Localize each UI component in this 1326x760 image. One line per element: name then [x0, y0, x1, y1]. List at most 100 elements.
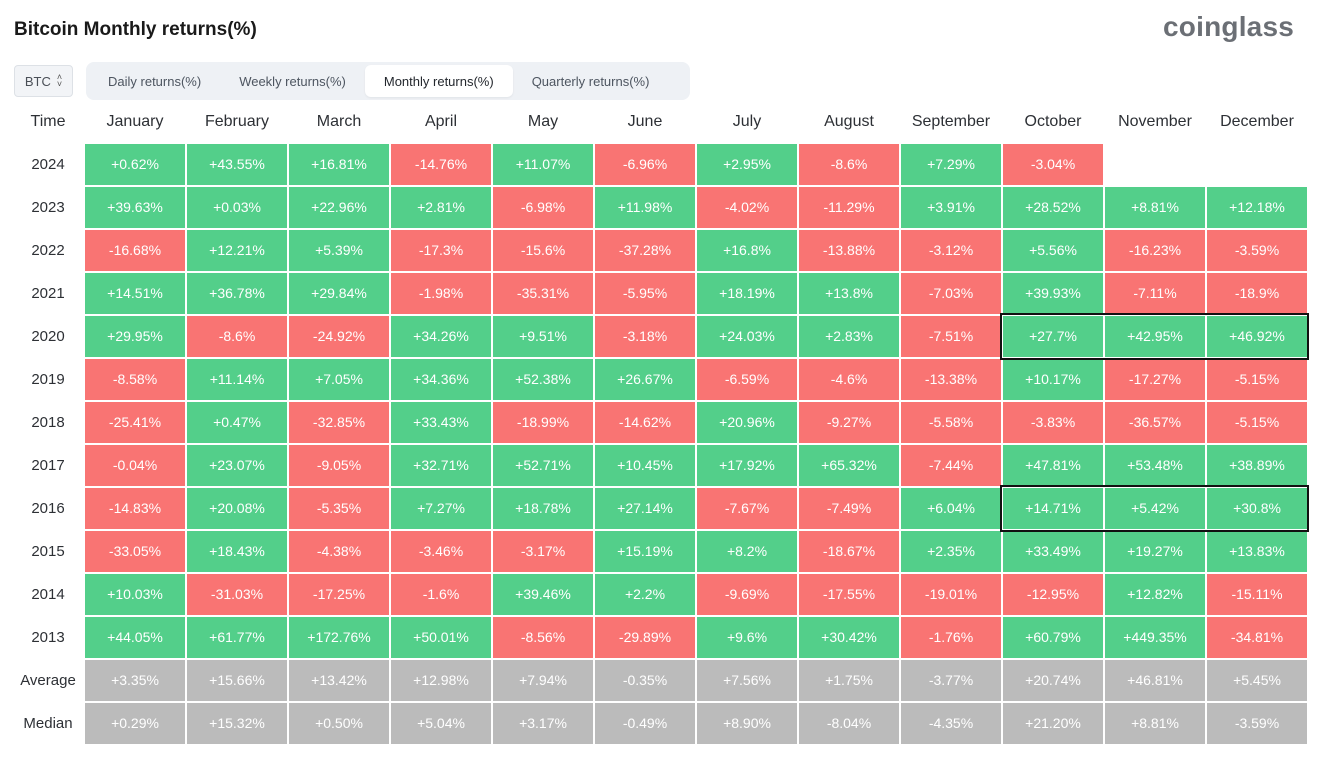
return-cell-2014-june: +2.2%	[595, 574, 695, 615]
column-header-may: May	[527, 113, 559, 130]
column-header-time: Time	[30, 113, 66, 130]
column-header-july: July	[732, 113, 762, 130]
return-cell-2021-november: -7.11%	[1105, 273, 1205, 314]
return-cell-2013-april: +50.01%	[391, 617, 491, 658]
coin-select-value: BTC	[24, 73, 51, 89]
return-cell-median-february: +15.32%	[187, 703, 287, 744]
return-cell-2023-march: +22.96%	[289, 187, 389, 228]
return-cell-2023-june: +11.98%	[595, 187, 695, 228]
return-cell-median-january: +0.29%	[85, 703, 185, 744]
return-cell-median-september: -4.35%	[901, 703, 1001, 744]
tab-quarterly-returns[interactable]: Quarterly returns(%)	[531, 73, 650, 89]
row-label-2019: 2019	[31, 371, 65, 388]
return-cell-2017-august: +65.32%	[799, 445, 899, 486]
return-cell-2018-october: -3.83%	[1003, 402, 1103, 443]
return-cell-2015-may: -3.17%	[493, 531, 593, 572]
coin-select[interactable]: BTC ˄ ˅	[14, 65, 73, 97]
row-label-2017: 2017	[31, 457, 65, 474]
return-cell-2016-july: -7.67%	[697, 488, 797, 529]
return-cell-2018-march: -32.85%	[289, 402, 389, 443]
column-header-september: September	[911, 113, 991, 130]
row-label-2013: 2013	[31, 629, 65, 646]
return-cell-2014-february: -31.03%	[187, 574, 287, 615]
return-cell-2016-december: +30.8%	[1207, 488, 1307, 529]
return-cell-2024-july: +2.95%	[697, 144, 797, 185]
return-cell-2021-july: +18.19%	[697, 273, 797, 314]
return-cell-2018-july: +20.96%	[697, 402, 797, 443]
return-cell-2017-february: +23.07%	[187, 445, 287, 486]
return-cell-2014-november: +12.82%	[1105, 574, 1205, 615]
return-cell-median-august: -8.04%	[799, 703, 899, 744]
return-cell-2019-december: -5.15%	[1207, 359, 1307, 400]
return-cell-average-february: +15.66%	[187, 660, 287, 701]
return-cell-2015-april: -3.46%	[391, 531, 491, 572]
return-cell-2021-january: +14.51%	[85, 273, 185, 314]
return-cell-2020-april: +34.26%	[391, 316, 491, 357]
return-cell-2016-september: +6.04%	[901, 488, 1001, 529]
return-cell-2019-may: +52.38%	[493, 359, 593, 400]
return-cell-2023-february: +0.03%	[187, 187, 287, 228]
return-cell-2014-april: -1.6%	[391, 574, 491, 615]
return-cell-2022-august: -13.88%	[799, 230, 899, 271]
return-cell-2023-january: +39.63%	[85, 187, 185, 228]
tab-daily-returns[interactable]: Daily returns(%)	[108, 73, 202, 89]
return-cell-2013-july: +9.6%	[697, 617, 797, 658]
column-header-december: December	[1220, 113, 1294, 130]
return-cell-2015-january: -33.05%	[85, 531, 185, 572]
return-cell-2021-may: -35.31%	[493, 273, 593, 314]
return-cell-2014-march: -17.25%	[289, 574, 389, 615]
row-label-2015: 2015	[31, 543, 65, 560]
return-cell-2017-april: +32.71%	[391, 445, 491, 486]
return-cell-2024-january: +0.62%	[85, 144, 185, 185]
row-label-2024: 2024	[31, 156, 65, 173]
tab-monthly-returns[interactable]: Monthly returns(%)	[364, 65, 513, 97]
return-cell-2022-december: -3.59%	[1207, 230, 1307, 271]
row-label-average: Average	[20, 672, 76, 689]
return-cell-2013-october: +60.79%	[1003, 617, 1103, 658]
return-cell-2018-november: -36.57%	[1105, 402, 1205, 443]
return-cell-2023-september: +3.91%	[901, 187, 1001, 228]
return-cell-average-december: +5.45%	[1207, 660, 1307, 701]
column-header-january: January	[106, 113, 164, 130]
return-cell-median-march: +0.50%	[289, 703, 389, 744]
return-cell-average-january: +3.35%	[85, 660, 185, 701]
return-cell-2017-may: +52.71%	[493, 445, 593, 486]
return-cell-2013-may: -8.56%	[493, 617, 593, 658]
return-cell-2024-september: +7.29%	[901, 144, 1001, 185]
return-cell-2013-february: +61.77%	[187, 617, 287, 658]
return-cell-2016-june: +27.14%	[595, 488, 695, 529]
return-cell-average-october: +20.74%	[1003, 660, 1103, 701]
return-cell-2023-november: +8.81%	[1105, 187, 1205, 228]
return-cell-average-september: -3.77%	[901, 660, 1001, 701]
return-cell-2022-june: -37.28%	[595, 230, 695, 271]
return-cell-2016-october: +14.71%	[1003, 488, 1103, 529]
return-cell-2017-november: +53.48%	[1105, 445, 1205, 486]
return-cell-2018-june: -14.62%	[595, 402, 695, 443]
return-cell-2016-april: +7.27%	[391, 488, 491, 529]
return-cell-2017-january: -0.04%	[85, 445, 185, 486]
return-cell-2015-june: +15.19%	[595, 531, 695, 572]
return-cell-average-november: +46.81%	[1105, 660, 1205, 701]
return-cell-median-july: +8.90%	[697, 703, 797, 744]
return-cell-2015-february: +18.43%	[187, 531, 287, 572]
return-cell-2013-november: +449.35%	[1105, 617, 1205, 658]
return-cell-average-august: +1.75%	[799, 660, 899, 701]
return-cell-2018-april: +33.43%	[391, 402, 491, 443]
return-cell-2019-august: -4.6%	[799, 359, 899, 400]
return-cell-average-march: +13.42%	[289, 660, 389, 701]
return-cell-2020-june: -3.18%	[595, 316, 695, 357]
return-cell-2021-september: -7.03%	[901, 273, 1001, 314]
row-label-2021: 2021	[31, 285, 65, 302]
return-cell-2015-march: -4.38%	[289, 531, 389, 572]
return-cell-2022-october: +5.56%	[1003, 230, 1103, 271]
return-cell-2023-august: -11.29%	[799, 187, 899, 228]
tab-weekly-returns[interactable]: Weekly returns(%)	[239, 73, 346, 89]
row-label-2022: 2022	[31, 242, 65, 259]
return-cell-2020-july: +24.03%	[697, 316, 797, 357]
return-cell-2022-may: -15.6%	[493, 230, 593, 271]
return-cell-2014-september: -19.01%	[901, 574, 1001, 615]
row-label-2018: 2018	[31, 414, 65, 431]
return-cell-2014-august: -17.55%	[799, 574, 899, 615]
chevron-updown-icon: ˄ ˅	[56, 72, 63, 89]
return-cell-2023-may: -6.98%	[493, 187, 593, 228]
